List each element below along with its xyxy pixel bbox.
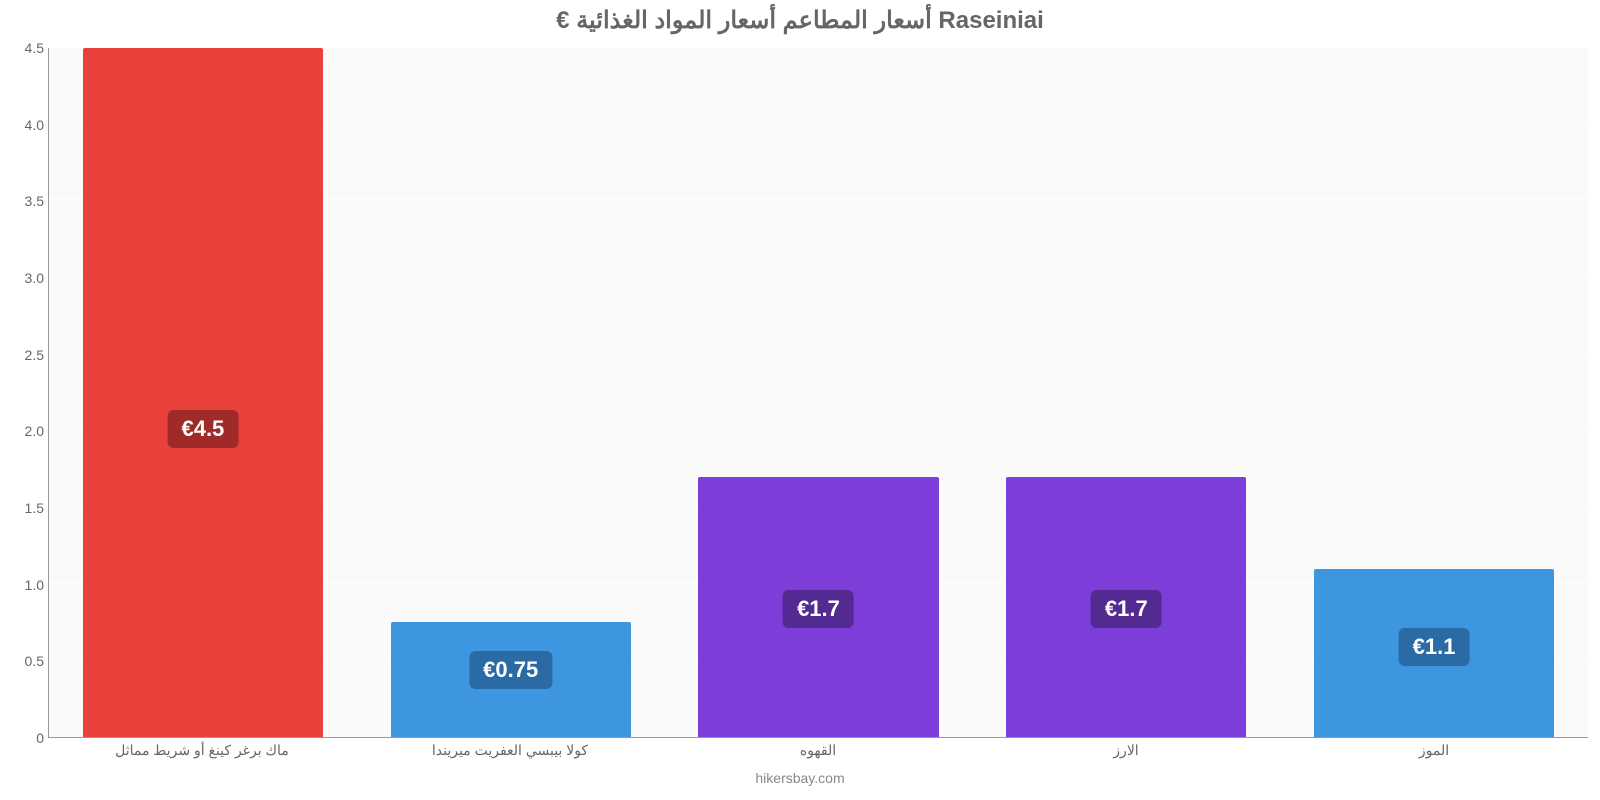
value-badge: €0.75	[469, 651, 552, 689]
chart-bar: €4.5	[83, 48, 323, 737]
value-badge: €4.5	[167, 410, 238, 448]
x-tick-label: ماك برغر كينغ أو شريط مماثل	[48, 742, 356, 759]
chart-bar: €1.1	[1314, 569, 1554, 737]
y-tick-label: 4.5	[4, 40, 44, 56]
y-tick-label: 2.5	[4, 347, 44, 363]
chart-bar: €1.7	[1006, 477, 1246, 737]
chart-title: € أسعار المطاعم أسعار المواد الغذائية Ra…	[0, 6, 1600, 35]
value-badge: €1.7	[1091, 590, 1162, 628]
y-tick-label: 0.5	[4, 653, 44, 669]
y-tick-label: 1.0	[4, 577, 44, 593]
bars-row: €4.5 €0.75 €1.7 €1.7 €1.1	[49, 48, 1588, 737]
plot-area: €4.5 €0.75 €1.7 €1.7 €1.1	[48, 48, 1588, 738]
credit-text: hikersbay.com	[0, 770, 1600, 786]
gridline	[49, 46, 1588, 47]
value-badge: €1.7	[783, 590, 854, 628]
y-tick-label: 3.0	[4, 270, 44, 286]
bar-slot: €1.7	[665, 48, 973, 737]
x-tick-label: الموز	[1280, 742, 1588, 759]
bar-slot: €0.75	[357, 48, 665, 737]
x-axis-labels: ماك برغر كينغ أو شريط مماثلكولا بيبسي ال…	[48, 742, 1588, 759]
bar-chart: € أسعار المطاعم أسعار المواد الغذائية Ra…	[0, 0, 1600, 800]
value-badge: €1.1	[1399, 628, 1470, 666]
y-tick-label: 4.0	[4, 117, 44, 133]
bar-slot: €4.5	[49, 48, 357, 737]
y-tick-label: 0	[4, 730, 44, 746]
bar-slot: €1.1	[1280, 48, 1588, 737]
y-tick-label: 3.5	[4, 193, 44, 209]
chart-bar: €0.75	[391, 622, 631, 737]
x-tick-label: الارز	[972, 742, 1280, 759]
y-tick-label: 1.5	[4, 500, 44, 516]
y-tick-label: 2.0	[4, 423, 44, 439]
chart-bar: €1.7	[698, 477, 938, 737]
x-tick-label: كولا بيبسي العفريت ميريندا	[356, 742, 664, 759]
x-tick-label: القهوه	[664, 742, 972, 759]
bar-slot: €1.7	[972, 48, 1280, 737]
